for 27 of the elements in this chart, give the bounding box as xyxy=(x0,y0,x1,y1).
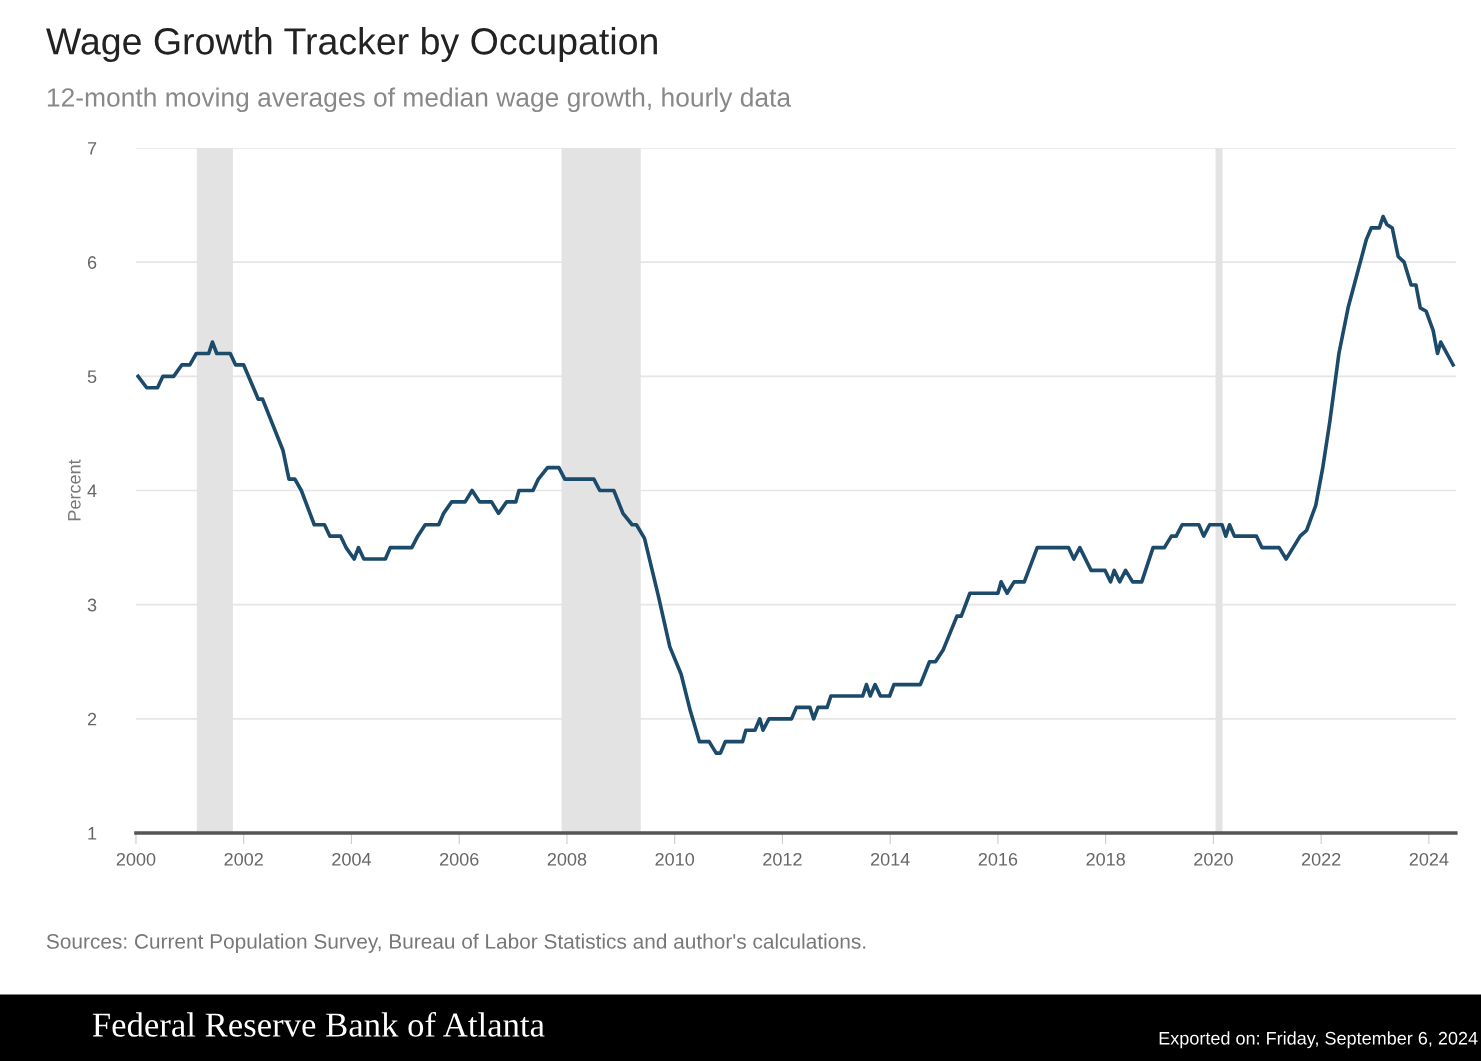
x-tick-label: 2018 xyxy=(1086,852,1125,866)
chart-subtitle: 12-month moving averages of median wage growth, hourly data xyxy=(47,87,792,113)
y-tick-label: 6 xyxy=(87,256,97,269)
x-tick-label: 2008 xyxy=(547,852,587,866)
x-tick-label: 2012 xyxy=(763,852,802,866)
y-tick-label: 7 xyxy=(87,142,97,155)
x-tick-label: 2016 xyxy=(978,852,1018,866)
source-note: Sources: Current Population Survey, Bureau of Labor Statistics and author's calculations. xyxy=(46,933,866,953)
x-tick-label: 2014 xyxy=(870,852,910,866)
line-series xyxy=(136,214,1455,755)
y-tick-label: 5 xyxy=(87,370,97,384)
x-tick-label: 2024 xyxy=(1409,852,1449,866)
x-tick-label: 2006 xyxy=(440,852,479,866)
y-tick-label: 4 xyxy=(87,484,97,498)
x-tick-label: 2004 xyxy=(332,852,371,866)
text: Federal Reserve Bank of Atlanta xyxy=(92,1012,545,1037)
x-tick-label: 2010 xyxy=(655,852,695,866)
chart-title: Wage Growth Tracker by Occupation xyxy=(46,27,657,63)
y-axis-title: Percent xyxy=(68,459,81,521)
x-tick-label: 2022 xyxy=(1301,852,1341,866)
text: Exported on: Friday, September 6, 2024 xyxy=(1159,1031,1478,1049)
y-tick-label: 2 xyxy=(87,712,97,726)
x-tick-label: 2002 xyxy=(224,852,263,866)
y-tick-label: 1 xyxy=(88,827,97,840)
x-tick-label: 2020 xyxy=(1194,852,1233,866)
x-tick-label: 2000 xyxy=(116,852,156,866)
y-tick-label: 3 xyxy=(87,598,97,612)
